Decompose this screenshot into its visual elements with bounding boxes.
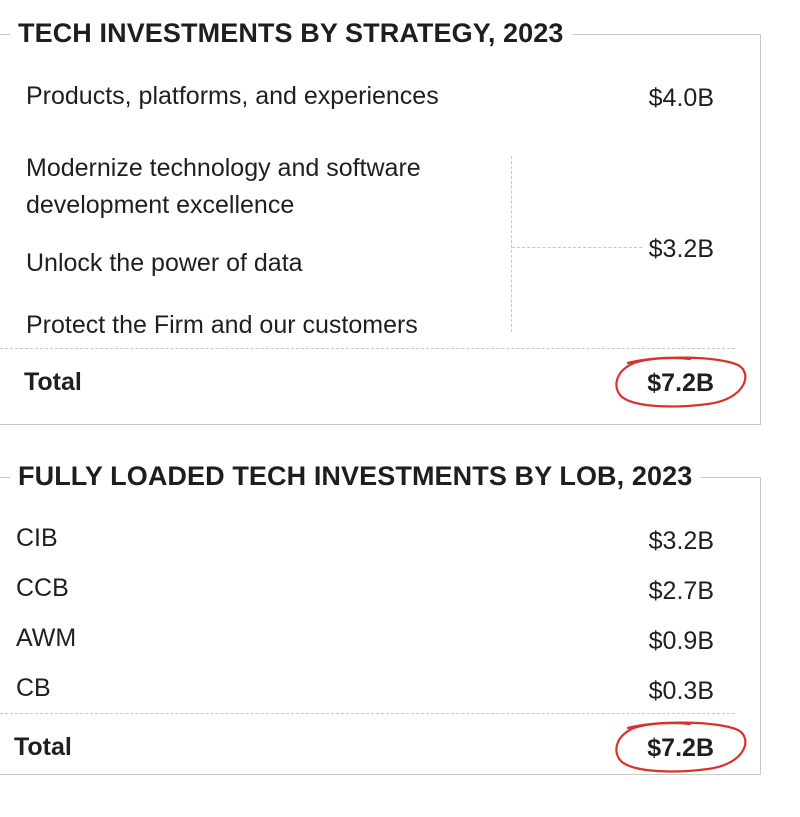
total-divider (0, 713, 735, 714)
strategy-row-label: Protect the Firm and our customers (26, 311, 418, 339)
strategy-row-label: Unlock the power of data (26, 249, 303, 277)
group-connector (512, 247, 642, 248)
lob-total-value: $7.2B (647, 734, 714, 762)
strategy-row-label: Modernize technology and software (26, 154, 421, 182)
lob-row-label: AWM (16, 624, 77, 652)
lob-panel-title: FULLY LOADED TECH INVESTMENTS BY LOB, 20… (10, 461, 701, 492)
lob-row-label: CIB (16, 524, 58, 552)
total-divider (0, 348, 735, 349)
strategy-total-label: Total (24, 368, 82, 396)
strategy-panel-title: TECH INVESTMENTS BY STRATEGY, 2023 (10, 18, 572, 49)
lob-row-value: $3.2B (648, 527, 714, 555)
strategy-row-label: Products, platforms, and experiences (26, 82, 439, 110)
strategy-row-value: $4.0B (648, 84, 714, 112)
lob-row-value: $0.3B (648, 677, 714, 705)
strategy-row-label: development excellence (26, 191, 295, 219)
lob-row-value: $2.7B (648, 577, 714, 605)
strategy-group-value: $3.2B (648, 235, 714, 263)
highlight-circle-icon (615, 721, 747, 773)
highlight-circle-icon (615, 356, 747, 408)
lob-row-label: CCB (16, 574, 69, 602)
lob-total-label: Total (14, 733, 72, 761)
strategy-total-value: $7.2B (647, 369, 714, 397)
group-bracket (511, 156, 512, 332)
lob-row-label: CB (16, 674, 51, 702)
lob-row-value: $0.9B (648, 627, 714, 655)
